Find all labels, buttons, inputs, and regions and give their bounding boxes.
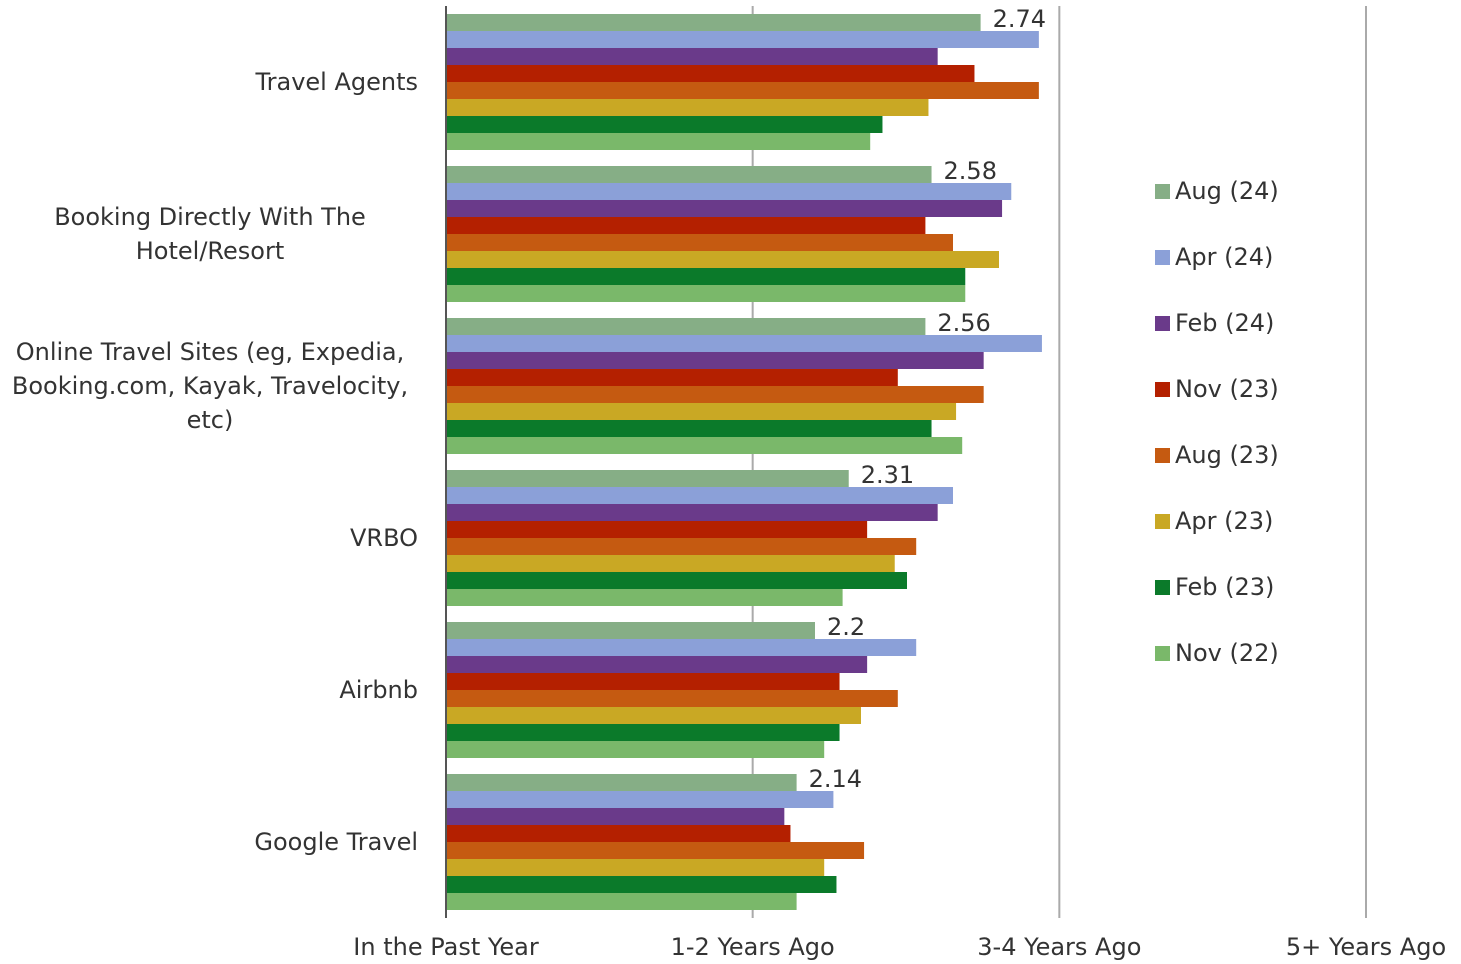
category-text: Airbnb [339, 676, 418, 704]
bar [447, 893, 797, 910]
bar [447, 555, 895, 572]
bar [447, 589, 843, 606]
legend-label: Feb (23) [1175, 573, 1274, 601]
bar [447, 99, 929, 116]
bar [447, 487, 953, 504]
bar [447, 842, 865, 859]
category-text: Travel Agents [255, 68, 418, 96]
bar [447, 808, 785, 825]
bar [447, 234, 953, 251]
legend-label: Apr (24) [1175, 243, 1273, 271]
legend-swatch [1155, 382, 1170, 397]
legend-swatch [1155, 184, 1170, 199]
category-text: Booking Directly With The Hotel/Resort [54, 203, 366, 265]
bar [447, 133, 871, 150]
bar [447, 859, 825, 876]
bar [447, 622, 815, 639]
bar [447, 538, 917, 555]
bar [447, 116, 883, 133]
bar [447, 876, 837, 893]
x-tick-label: 3-4 Years Ago [977, 933, 1141, 961]
bar [447, 403, 957, 420]
bar [447, 437, 963, 454]
bar [447, 791, 834, 808]
bar [447, 268, 966, 285]
bar [447, 369, 898, 386]
bar [447, 572, 907, 589]
bar [447, 690, 898, 707]
bar [447, 741, 825, 758]
data-label: 2.56 [937, 309, 990, 337]
bar [447, 521, 868, 538]
data-label: 2.31 [861, 461, 914, 489]
legend-swatch [1155, 580, 1170, 595]
x-tick-label: In the Past Year [353, 933, 539, 961]
legend-swatch [1155, 316, 1170, 331]
bar [447, 48, 938, 65]
bar [447, 200, 1003, 217]
x-tick-label: 5+ Years Ago [1286, 933, 1446, 961]
bar [447, 14, 981, 31]
bar [447, 82, 1039, 99]
bar [447, 774, 797, 791]
category-text: Google Travel [254, 828, 418, 856]
bar [447, 504, 938, 521]
bar [447, 707, 861, 724]
legend-swatch [1155, 250, 1170, 265]
data-label: 2.2 [827, 613, 865, 641]
bar [447, 166, 932, 183]
data-label: 2.74 [993, 5, 1046, 33]
bar [447, 251, 999, 268]
bar [447, 420, 932, 437]
bar [447, 825, 791, 842]
bar [447, 285, 966, 302]
legend-label: Aug (24) [1175, 177, 1279, 205]
bar [447, 65, 975, 82]
category-label: Google Travel [0, 825, 418, 859]
bar [447, 335, 1042, 352]
legend-swatch [1155, 448, 1170, 463]
x-tick-label: 1-2 Years Ago [671, 933, 835, 961]
legend-label: Aug (23) [1175, 441, 1279, 469]
legend-label: Nov (22) [1175, 639, 1279, 667]
legend-label: Apr (23) [1175, 507, 1273, 535]
bar [447, 639, 917, 656]
bar [447, 183, 1012, 200]
legend-swatch [1155, 514, 1170, 529]
bar [447, 673, 840, 690]
data-label: 2.14 [809, 765, 862, 793]
legend-label: Nov (23) [1175, 375, 1279, 403]
bar [447, 656, 868, 673]
bar [447, 318, 926, 335]
bar [447, 31, 1039, 48]
data-label: 2.58 [944, 157, 997, 185]
bar [447, 724, 840, 741]
bar [447, 352, 984, 369]
legend-label: Feb (24) [1175, 309, 1274, 337]
category-text: Online Travel Sites (eg, Expedia, Bookin… [11, 338, 409, 434]
legend-swatch [1155, 646, 1170, 661]
bar [447, 470, 849, 487]
bar [447, 386, 984, 403]
category-label: VRBO [0, 521, 418, 555]
category-label: Airbnb [0, 673, 418, 707]
bar [447, 217, 926, 234]
category-label: Travel Agents [0, 65, 418, 99]
category-text: VRBO [349, 524, 418, 552]
category-label: Booking Directly With The Hotel/Resort [0, 200, 418, 268]
category-label: Online Travel Sites (eg, Expedia, Bookin… [0, 335, 418, 437]
